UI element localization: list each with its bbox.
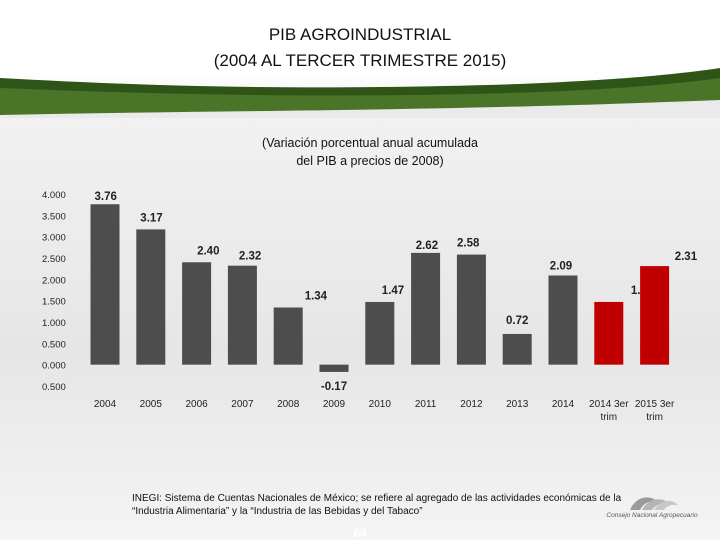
bar	[548, 275, 578, 365]
bar	[365, 301, 395, 365]
y-tick-label: 2.000	[42, 275, 66, 286]
bar-value-label: 3.76	[95, 191, 117, 203]
bar-value-label: -0.17	[321, 381, 347, 393]
footnote-line-2: “Industria Alimentaria” y la “Industria …	[132, 506, 423, 517]
x-category-label: 2011	[415, 399, 437, 410]
x-category-label: 2014 3er	[589, 399, 629, 410]
y-tick-label: 1.500	[42, 297, 66, 308]
bar-value-label: 0.72	[506, 315, 528, 327]
y-tick-label: 2.500	[42, 254, 66, 265]
bar-value-label: 2.40	[197, 245, 219, 257]
x-category-label: 2005	[140, 399, 163, 410]
slide-title: PIB AGROINDUSTRIAL (2004 AL TERCER TRIME…	[0, 22, 720, 74]
source-footnote: INEGI: Sistema de Cuentas Nacionales de …	[132, 492, 672, 518]
bar-value-label: 1.47	[382, 285, 404, 297]
bar-value-label: 2.58	[457, 238, 480, 250]
chart-subtitle: (Variación porcentual anual acumulada de…	[0, 134, 720, 170]
x-category-label: 2009	[323, 399, 346, 410]
bar-value-label: 2.31	[675, 251, 698, 263]
x-category-label: 2012	[460, 399, 483, 410]
x-category-label: 2008	[277, 399, 300, 410]
bar	[502, 333, 532, 365]
footnote-line-1: INEGI: Sistema de Cuentas Nacionales de …	[132, 493, 622, 504]
x-category-label: 2010	[369, 399, 392, 410]
subtitle-line-2: del PIB a precios de 2008)	[296, 154, 444, 168]
bar	[90, 204, 120, 365]
pib-bar-chart: 4.000 3.500 3.000 2.500 2.000 1.500 1.000 0.500…	[42, 190, 698, 423]
bar	[227, 265, 257, 365]
subtitle-line-1: (Variación porcentual anual acumulada	[262, 136, 478, 150]
bar	[182, 262, 212, 365]
bar	[594, 301, 624, 365]
x-category-label: 2013	[506, 399, 529, 410]
y-tick-label: 3.500	[42, 211, 66, 222]
page-number: 64	[353, 526, 367, 540]
title-line-2: (2004 AL TERCER TRIMESTRE 2015)	[213, 51, 507, 70]
y-tick-label: 1.000	[42, 318, 66, 329]
y-tick-label: 4.000	[42, 190, 66, 201]
cna-logo-icon	[630, 497, 678, 510]
x-category-label: trim	[600, 412, 617, 423]
x-category-label: 2006	[185, 399, 208, 410]
logo-caption: Consejo Nacional Agropecuario	[606, 512, 698, 519]
y-tick-label: 3.000	[42, 233, 66, 244]
bar	[319, 364, 349, 372]
x-category-label: 2014	[552, 399, 575, 410]
title-line-1: PIB AGROINDUSTRIAL	[268, 25, 452, 44]
y-tick-label: 0.500	[42, 339, 66, 350]
bar-value-label: 1.34	[305, 290, 328, 302]
x-category-label: 2004	[94, 399, 117, 410]
bar	[456, 254, 486, 365]
y-tick-label: 0.500	[42, 382, 66, 393]
x-category-label: trim	[646, 412, 663, 423]
bar	[640, 266, 670, 365]
bar-value-label: 3.17	[140, 212, 162, 224]
y-tick-label: 0.000	[42, 361, 66, 372]
bar	[273, 307, 303, 365]
bar-value-label: 2.32	[239, 251, 261, 263]
x-category-label: 2015 3er	[635, 399, 675, 410]
bar-value-label: 2.62	[416, 240, 438, 252]
bar-value-label: 2.09	[550, 260, 572, 272]
bar	[136, 229, 166, 365]
bar	[411, 252, 441, 365]
x-category-label: 2007	[231, 399, 254, 410]
